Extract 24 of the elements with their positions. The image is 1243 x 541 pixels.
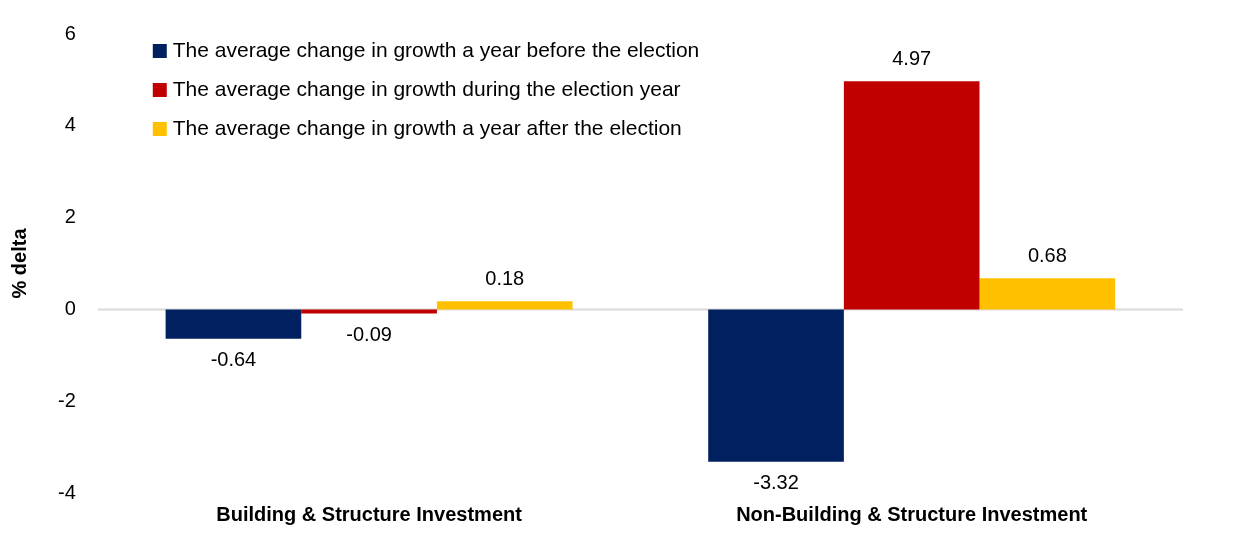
- y-tick-label: 2: [64, 205, 76, 228]
- y-axis-title: % delta: [7, 227, 30, 299]
- y-tick-label: -2: [57, 388, 76, 411]
- bar: [979, 278, 1116, 310]
- data-label: 0.18: [485, 266, 525, 289]
- x-tick-label: Non-Building & Structure Investment: [736, 502, 1088, 525]
- y-tick-label: 6: [64, 21, 76, 44]
- bar: [708, 309, 844, 462]
- legend-label: The average change in growth during the election year: [172, 76, 681, 100]
- x-tick-label: Building & Structure Investment: [216, 502, 523, 525]
- data-label: -0.64: [210, 348, 257, 371]
- y-tick-label: -4: [57, 480, 76, 503]
- data-label: 0.68: [1027, 243, 1067, 266]
- y-tick-label: 4: [64, 113, 76, 136]
- legend-label: The average change in growth a year after the election: [172, 115, 682, 139]
- data-label: -0.09: [346, 323, 392, 346]
- bar: [843, 81, 980, 310]
- bar: [436, 301, 573, 310]
- bar: [165, 309, 302, 339]
- legend-label: The average change in growth a year before the election: [172, 37, 700, 61]
- data-label: 4.97: [892, 46, 932, 69]
- data-label: -3.32: [753, 471, 799, 494]
- bar: [301, 309, 437, 314]
- y-tick-label: 0: [64, 296, 76, 319]
